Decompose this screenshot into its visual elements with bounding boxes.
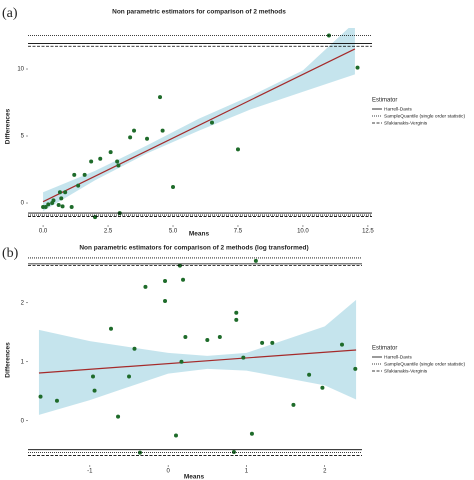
data-point — [163, 278, 168, 283]
data-point — [171, 184, 176, 189]
panel-label: (a) — [2, 6, 18, 21]
data-point — [160, 128, 165, 133]
data-point — [143, 284, 148, 289]
data-point — [173, 433, 178, 438]
data-point — [90, 374, 95, 379]
data-point — [260, 340, 265, 345]
data-point — [57, 190, 62, 195]
fit-line — [38, 349, 357, 374]
data-point — [50, 201, 55, 206]
data-point — [56, 203, 61, 208]
data-point — [128, 135, 133, 140]
data-point — [163, 299, 168, 304]
data-point — [241, 355, 246, 360]
data-point — [209, 120, 214, 125]
x-tick-label: 2.5 — [104, 229, 113, 235]
legend-label: Harrell-Davis — [384, 354, 412, 360]
data-point — [72, 172, 77, 177]
data-point — [116, 414, 121, 419]
data-point — [93, 215, 98, 220]
y-tick-label: 0 — [21, 201, 25, 207]
data-point — [109, 326, 113, 331]
data-point — [183, 334, 188, 339]
data-point — [54, 398, 59, 403]
data-point — [38, 394, 43, 399]
legend-label: Harrell-Davis — [384, 106, 412, 112]
data-point — [76, 183, 81, 188]
data-point — [235, 147, 240, 152]
panel-label: (b) — [2, 246, 19, 261]
y-tick-label: 10 — [17, 67, 24, 73]
data-point — [115, 159, 120, 164]
y-tick-label: 0 — [21, 418, 25, 424]
data-point — [137, 450, 142, 455]
data-point — [177, 263, 182, 268]
data-point — [132, 346, 137, 351]
x-tick-label: 0 — [166, 469, 170, 475]
y-axis-label: Differences — [5, 342, 12, 378]
data-point — [234, 317, 239, 322]
data-point — [320, 385, 325, 390]
data-point — [339, 342, 344, 347]
data-point — [353, 366, 358, 371]
fit-line — [42, 48, 356, 203]
data-point — [253, 258, 258, 263]
data-point — [291, 402, 296, 407]
data-point — [59, 196, 64, 201]
y-tick-label: 1 — [21, 359, 25, 365]
data-point — [231, 450, 236, 455]
y-tick-label: 2 — [21, 300, 25, 306]
x-tick-label: 12.5 — [362, 229, 374, 235]
x-tick-label: 0.0 — [39, 229, 48, 235]
data-point — [69, 205, 74, 210]
data-point — [41, 205, 46, 210]
chart-title: Non parametric estimators for comparison… — [79, 245, 308, 252]
x-tick-label: -1 — [87, 469, 93, 475]
x-tick-label: 1 — [245, 469, 249, 475]
legend-label: Sfakianakis-Verginis — [384, 368, 428, 374]
data-point — [82, 172, 87, 177]
legend-title: Estimator — [372, 98, 397, 104]
x-tick-label: 7.5 — [234, 229, 243, 235]
data-point — [98, 156, 103, 161]
data-point — [132, 128, 137, 133]
y-tick-label: 5 — [21, 134, 25, 140]
data-point — [205, 337, 210, 342]
data-point — [92, 388, 97, 393]
data-point — [60, 204, 65, 209]
legend-label: SampleQuantile (single order statistic) — [384, 361, 465, 367]
x-tick-label: 2 — [323, 469, 327, 475]
data-point — [89, 159, 94, 164]
data-point — [249, 431, 254, 436]
data-point — [307, 372, 312, 377]
legend-title: Estimator — [372, 346, 397, 352]
data-point — [127, 374, 132, 379]
data-point — [181, 277, 186, 282]
y-axis-label: Differences — [5, 108, 12, 144]
x-axis-label: Means — [189, 231, 210, 238]
data-point — [145, 136, 150, 141]
legend-label: SampleQuantile (single order statistic) — [384, 113, 465, 119]
data-point — [63, 190, 68, 195]
data-point — [270, 340, 275, 345]
x-tick-label: 10.0 — [297, 229, 309, 235]
data-point — [158, 95, 163, 100]
plot-area — [38, 258, 358, 455]
data-point — [217, 334, 222, 339]
x-tick-label: 5.0 — [169, 229, 178, 235]
chart-title: Non parametric estimators for comparison… — [112, 9, 286, 16]
confidence-band — [38, 299, 357, 415]
plot-area — [41, 28, 360, 220]
data-point — [355, 65, 360, 70]
data-point — [179, 359, 184, 364]
x-axis-label: Means — [184, 474, 205, 480]
data-point — [116, 163, 121, 168]
data-point — [234, 310, 239, 315]
legend-label: Sfakianakis-Verginis — [384, 120, 428, 126]
data-point — [46, 202, 51, 207]
data-point — [108, 150, 113, 155]
confidence-band — [43, 28, 355, 212]
